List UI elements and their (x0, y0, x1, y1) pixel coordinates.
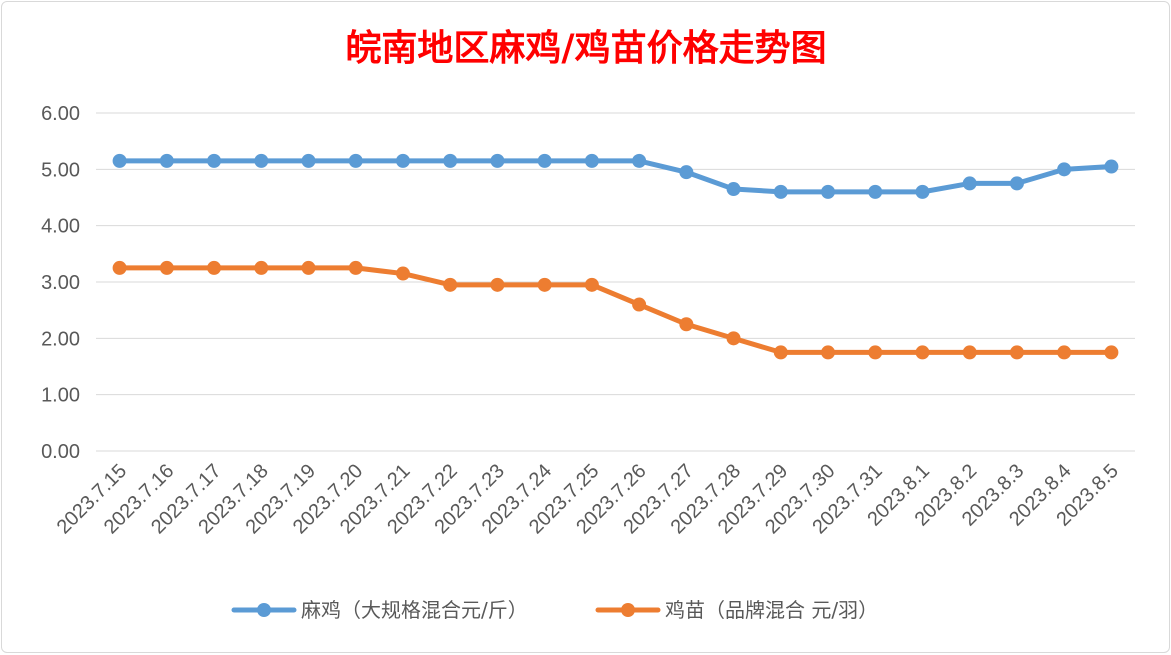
data-point (207, 260, 222, 275)
data-point (443, 277, 458, 292)
data-point (679, 165, 694, 180)
data-point (254, 260, 269, 275)
data-point (679, 317, 694, 332)
data-point (915, 345, 930, 360)
data-point (821, 184, 836, 199)
y-axis-ticks: 0.00 1.00 2.00 3.00 4.00 5.00 6.00 (41, 103, 80, 463)
y-tick-label: 6.00 (41, 103, 80, 125)
data-point (537, 277, 552, 292)
data-point (301, 260, 316, 275)
data-point (395, 153, 410, 168)
legend-item-1: 麻鸡（大规格混合元/斤） (231, 598, 528, 622)
y-tick-label: 4.00 (41, 216, 80, 238)
data-point (159, 260, 174, 275)
series-line (117, 265, 1114, 355)
legend-item-2: 鸡苗（品牌混合 元/羽） (595, 598, 878, 622)
y-tick-label: 2.00 (41, 328, 80, 350)
series-line (117, 158, 1114, 195)
data-point (1009, 176, 1024, 191)
data-point (726, 182, 741, 197)
chart-title: 皖南地区麻鸡/鸡苗价格走势图 (345, 27, 826, 69)
data-point (348, 260, 363, 275)
data-point (395, 266, 410, 281)
legend-swatch-marker (621, 603, 635, 617)
series-2 (112, 260, 1119, 360)
data-point (112, 260, 127, 275)
data-point (1009, 345, 1024, 360)
data-point (773, 345, 788, 360)
y-tick-label: 3.00 (41, 272, 80, 294)
data-point (915, 184, 930, 199)
data-point (207, 153, 222, 168)
data-point (490, 277, 505, 292)
data-point (490, 153, 505, 168)
data-point (112, 153, 127, 168)
data-point (254, 153, 269, 168)
data-point (584, 153, 599, 168)
data-point (1057, 345, 1072, 360)
data-point (632, 153, 647, 168)
grid-lines (96, 112, 1135, 452)
data-point (868, 345, 883, 360)
legend-label: 麻鸡（大规格混合元/斤） (301, 598, 528, 622)
data-point (159, 153, 174, 168)
y-tick-label: 5.00 (41, 159, 80, 181)
series-layer (112, 153, 1119, 360)
data-point (726, 331, 741, 346)
y-tick-label: 0.00 (41, 441, 80, 463)
data-point (962, 176, 977, 191)
data-point (584, 277, 599, 292)
legend: 麻鸡（大规格混合元/斤） 鸡苗（品牌混合 元/羽） (231, 598, 878, 622)
y-tick-label: 1.00 (41, 385, 80, 407)
data-point (1104, 159, 1119, 174)
legend-label: 鸡苗（品牌混合 元/羽） (665, 598, 878, 622)
data-point (632, 297, 647, 312)
data-point (537, 153, 552, 168)
data-point (962, 345, 977, 360)
legend-swatch-marker (257, 603, 271, 617)
data-point (443, 153, 458, 168)
data-point (773, 184, 788, 199)
data-point (1057, 162, 1072, 177)
data-point (348, 153, 363, 168)
data-point (1104, 345, 1119, 360)
data-point (868, 184, 883, 199)
series-1 (112, 153, 1119, 199)
x-axis-ticks: 2023.7.152023.7.162023.7.172023.7.182023… (53, 460, 1123, 538)
data-point (301, 153, 316, 168)
data-point (821, 345, 836, 360)
